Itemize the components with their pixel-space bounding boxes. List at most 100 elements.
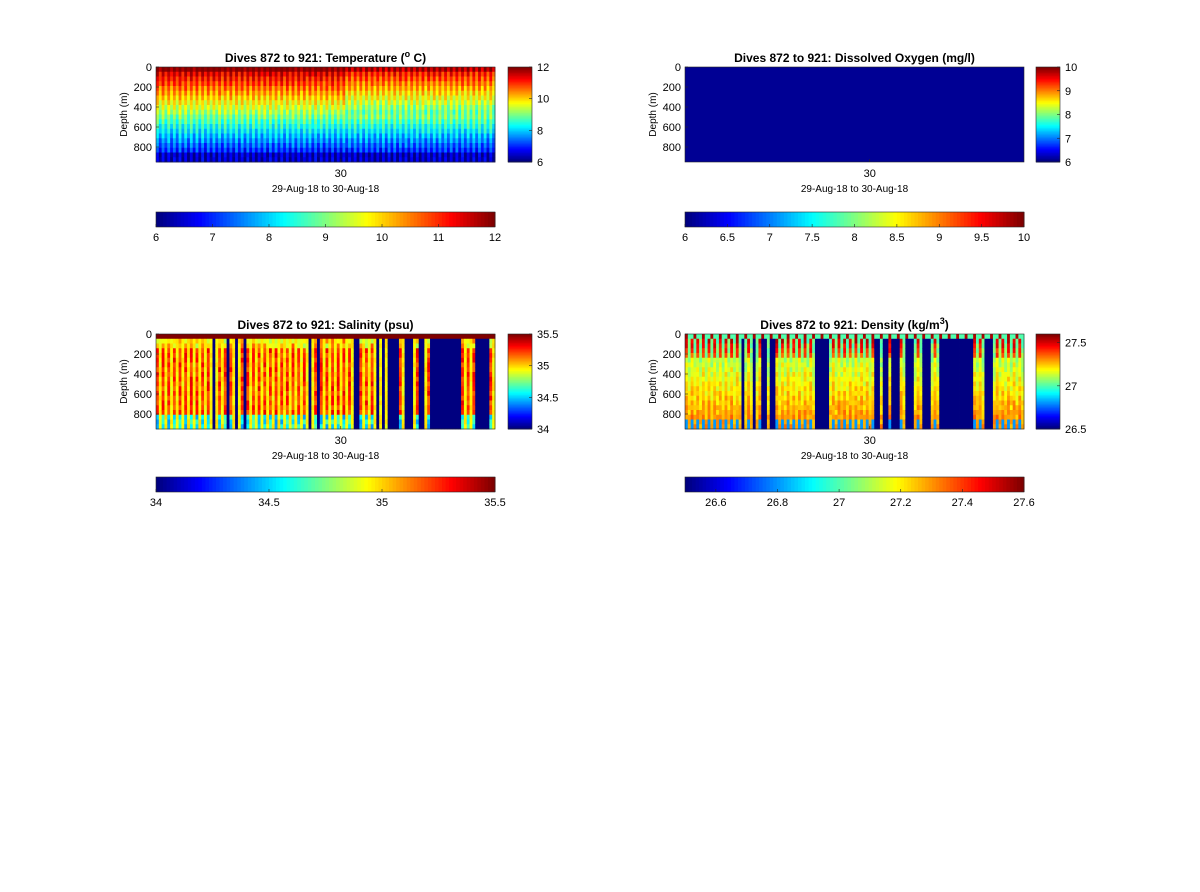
heatmap-cell — [254, 128, 259, 134]
heatmap-cell — [291, 138, 295, 144]
heatmap-cell — [294, 95, 298, 101]
heatmap-cell — [164, 133, 168, 139]
heatmap-cell — [189, 395, 194, 401]
heatmap-cell — [189, 357, 194, 363]
heatmap-cell — [257, 357, 261, 363]
heatmap-cell — [252, 395, 256, 401]
heatmap-cell — [444, 71, 448, 77]
heatmap-cell — [266, 391, 270, 397]
heatmap-cell — [390, 147, 394, 153]
heatmap-cell — [356, 76, 360, 82]
heatmap-cell — [322, 86, 326, 92]
heatmap-cell — [311, 381, 315, 387]
heatmap-cell — [235, 372, 239, 378]
heatmap-cell — [322, 76, 326, 82]
heatmap-cell — [201, 81, 205, 87]
heatmap-cell — [209, 86, 213, 92]
heatmap-cell — [466, 128, 470, 134]
heatmap-cell — [195, 138, 199, 144]
heatmap-cell — [263, 147, 267, 153]
colorbar-swatch — [201, 212, 206, 227]
colorbar-swatch — [445, 212, 450, 227]
heatmap-cell — [274, 372, 278, 378]
heatmap-cell — [232, 362, 236, 368]
heatmap-cell — [246, 367, 250, 373]
heatmap-cell — [254, 109, 259, 115]
heatmap-cell — [486, 71, 490, 77]
heatmap-cell — [198, 376, 202, 382]
heatmap-cell — [367, 372, 372, 378]
heatmap-cell — [480, 76, 485, 82]
heatmap-cell — [413, 114, 417, 120]
heatmap-cell — [201, 109, 205, 115]
colorbar-swatch — [449, 212, 454, 227]
heatmap-cell — [333, 128, 338, 134]
heatmap-cell — [461, 391, 465, 397]
heatmap-cell — [280, 395, 284, 401]
axes-box — [155, 66, 496, 163]
heatmap-cell — [444, 100, 448, 106]
heatmap-cell — [353, 76, 357, 82]
heatmap-cell — [489, 76, 493, 82]
heatmap-cell — [322, 95, 326, 101]
heatmap-cell — [300, 90, 304, 96]
heatmap-cell — [187, 119, 191, 125]
heatmap-cell — [365, 414, 369, 420]
heatmap-cell — [336, 338, 341, 344]
heatmap-cell — [283, 334, 287, 340]
heatmap-cell — [319, 67, 324, 73]
colorbar-swatch — [1036, 68, 1060, 71]
heatmap-cell — [441, 71, 445, 77]
heatmap-cell — [206, 343, 211, 349]
heatmap-cell — [257, 86, 261, 92]
heatmap-cell — [421, 157, 425, 163]
heatmap-cell — [339, 376, 343, 382]
heatmap-cell — [218, 119, 222, 125]
colorbar-swatch — [688, 212, 693, 227]
heatmap-cell — [342, 114, 346, 120]
heatmap-cell — [184, 147, 188, 153]
heatmap-cell — [331, 152, 335, 158]
heatmap-cell — [325, 71, 329, 77]
heatmap-cell — [206, 90, 211, 96]
heatmap-cell — [288, 147, 292, 153]
colorbar-swatch — [244, 212, 249, 227]
heatmap-cell — [277, 105, 281, 111]
heatmap-cell — [410, 67, 414, 73]
heatmap-cell — [430, 114, 434, 120]
heatmap-cell — [291, 143, 295, 149]
colorbar-swatch — [508, 74, 532, 77]
heatmap-cell — [161, 152, 165, 158]
heatmap-cell — [382, 143, 386, 149]
heatmap-cell — [424, 138, 428, 144]
heatmap-cell — [243, 143, 247, 149]
heatmap-cell — [342, 353, 346, 359]
heatmap-cell — [209, 419, 213, 425]
heatmap-cell — [370, 67, 374, 73]
heatmap-cell — [246, 419, 250, 425]
heatmap-cell — [263, 67, 267, 73]
colorbar-swatch — [1036, 132, 1060, 135]
heatmap-cell — [427, 343, 431, 349]
heatmap-cell — [215, 391, 219, 397]
heatmap-cell — [410, 143, 414, 149]
heatmap-cell — [172, 400, 177, 406]
heatmap-cell — [449, 395, 454, 401]
heatmap-cell — [435, 424, 439, 430]
heatmap-cell — [297, 67, 301, 73]
heatmap-cell — [435, 419, 439, 425]
heatmap-cell — [172, 119, 177, 125]
heatmap-cell — [441, 105, 445, 111]
heatmap-cell — [297, 105, 301, 111]
heatmap-cell — [404, 138, 408, 144]
heatmap-cell — [387, 381, 391, 387]
heatmap-cell — [170, 76, 174, 82]
heatmap-cell — [283, 410, 287, 416]
heatmap-cell — [373, 90, 377, 96]
heatmap-cell — [192, 391, 196, 397]
heatmap-cell — [164, 109, 168, 115]
heatmap-cell — [415, 67, 420, 73]
heatmap-cell — [181, 152, 185, 158]
heatmap-cell — [444, 414, 448, 420]
heatmap-cell — [339, 71, 343, 77]
